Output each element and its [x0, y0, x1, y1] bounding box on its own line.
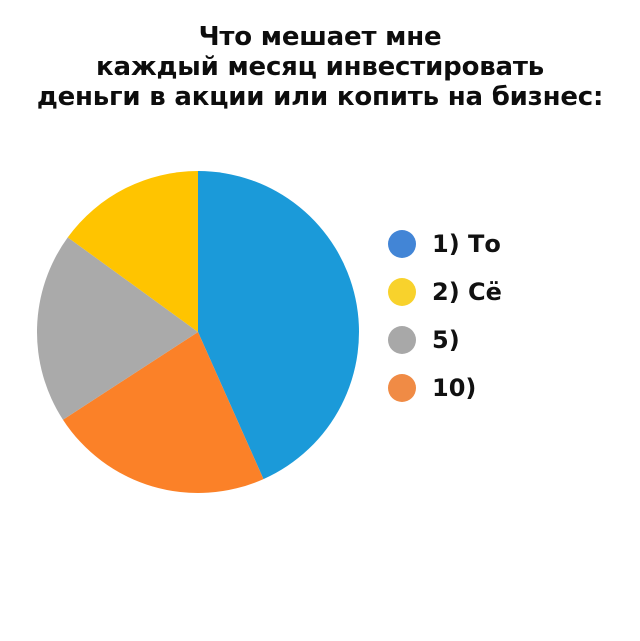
pie-slice-1[interactable]	[198, 171, 359, 480]
pie-chart-svg	[36, 171, 359, 493]
pie-slice-group	[36, 171, 359, 493]
chart-area: 1) То 2) Сё 5) 10)	[0, 130, 640, 530]
title-line-3: деньги в акции или копить на бизнес:	[36, 82, 604, 112]
legend-item-2[interactable]: 2) Сё	[388, 268, 628, 316]
legend-item-label: 5)	[432, 326, 460, 354]
legend-swatch-yellow	[388, 278, 416, 306]
legend-swatch-blue	[388, 230, 416, 258]
title-line-1: Что мешает мне	[198, 22, 442, 52]
pie-slice-2[interactable]	[62, 332, 264, 493]
legend-item-label: 2) Сё	[432, 278, 502, 306]
pie-slice-3[interactable]	[36, 237, 199, 420]
pie-slice-4[interactable]	[67, 171, 198, 332]
legend-item-3[interactable]: 5)	[388, 316, 628, 364]
legend-item-4[interactable]: 10)	[388, 364, 628, 412]
page-title: Что мешает мне каждый месяц инвестироват…	[0, 22, 640, 112]
pie-chart	[36, 170, 360, 494]
chart-legend: 1) То 2) Сё 5) 10)	[388, 220, 628, 412]
legend-item-1[interactable]: 1) То	[388, 220, 628, 268]
legend-swatch-gray	[388, 326, 416, 354]
legend-item-label: 10)	[432, 374, 477, 402]
legend-swatch-orange	[388, 374, 416, 402]
legend-item-label: 1) То	[432, 230, 501, 258]
title-line-2: каждый месяц инвестировать	[96, 52, 544, 82]
